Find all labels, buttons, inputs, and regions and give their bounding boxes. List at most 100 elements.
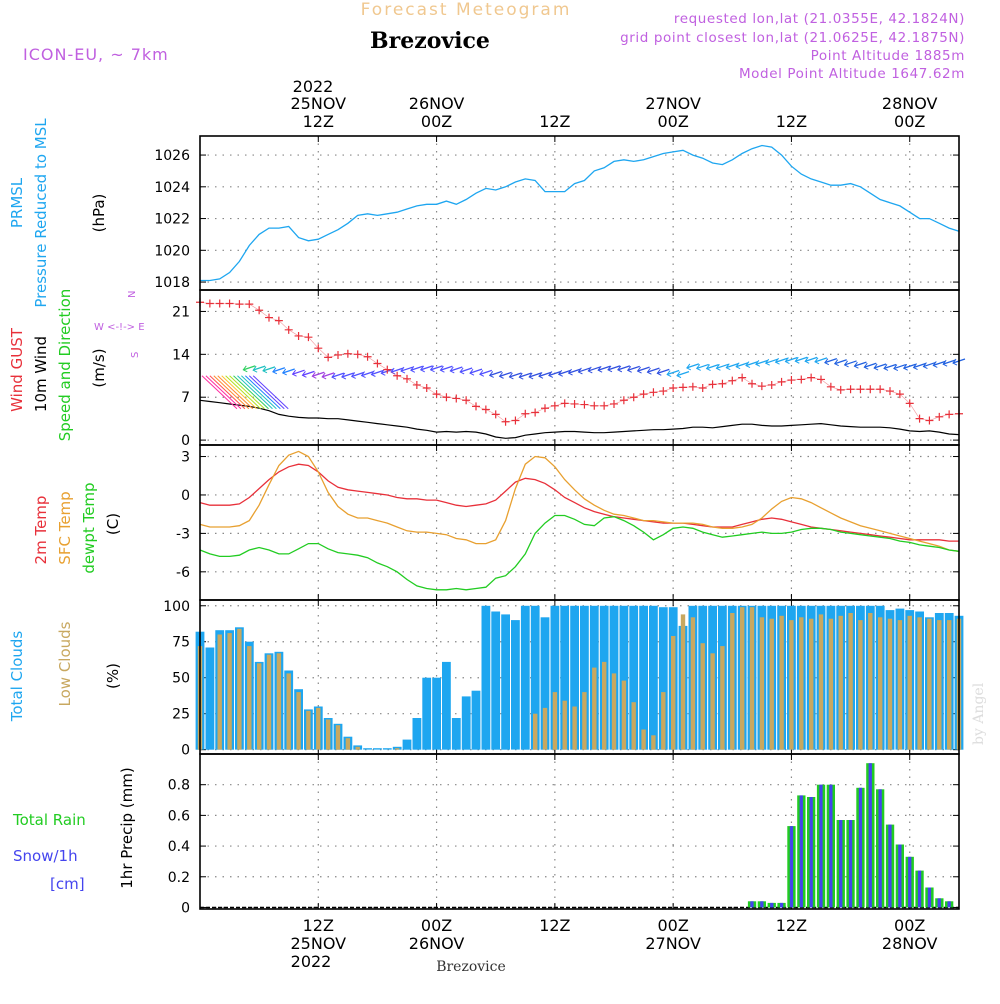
wind-arrow-head <box>370 370 376 377</box>
wind-arrow <box>469 368 483 374</box>
low-cloud-bar <box>947 620 952 750</box>
wind-arrow-head <box>843 360 849 368</box>
low-cloud-bar <box>937 620 942 750</box>
total-cloud-bar <box>560 605 570 750</box>
wind-arrow <box>765 358 778 364</box>
wind-arrow <box>676 371 690 377</box>
gust-point <box>393 371 402 380</box>
wind-arrow-head <box>686 363 692 371</box>
low-cloud-bar <box>887 618 893 750</box>
wind-arrow-head <box>676 371 682 379</box>
model-label: ICON-EU, ~ 7km <box>23 45 169 64</box>
gust-point <box>363 352 372 361</box>
wind-arrow-head <box>350 372 356 379</box>
wind-arrow-head <box>587 366 593 374</box>
low-cloud-bar <box>710 653 715 750</box>
wind-arrow <box>262 366 276 372</box>
total-cloud-bar <box>481 605 491 750</box>
low-cloud-bar <box>769 618 774 750</box>
snow-bar <box>779 902 784 908</box>
wind-arrow-head <box>291 369 297 377</box>
gust-point <box>708 380 717 389</box>
gust-point <box>343 349 352 358</box>
low-cloud-bar <box>730 613 735 750</box>
total-cloud-bar <box>402 739 412 750</box>
snow-unit-label: [cm] <box>50 875 85 893</box>
low-cloud-bar <box>868 613 873 750</box>
gust-point <box>649 388 658 397</box>
wind-arrow <box>450 366 463 372</box>
gust-point <box>777 377 786 386</box>
snow-bar <box>829 784 833 908</box>
wind-arrow-head <box>863 362 869 370</box>
gust-point <box>531 408 540 417</box>
bottom-date-label: 26NOV <box>409 934 465 953</box>
wind-arrow <box>371 369 384 376</box>
wind-arrow <box>237 375 273 410</box>
ytick-label: 0 <box>181 433 190 449</box>
gust-point <box>817 375 825 384</box>
wind-arrow <box>489 370 502 377</box>
ytick-label: -6 <box>176 565 190 581</box>
gust-point <box>353 350 362 359</box>
gust-point <box>422 384 431 393</box>
wind-arrow-head <box>824 358 830 366</box>
cloud-bars <box>195 605 964 750</box>
wind-compass: N W <-!-> E S <box>94 291 145 358</box>
low-cloud-bar <box>641 729 646 750</box>
temp-2m-line <box>199 463 959 542</box>
gust-point <box>265 313 273 322</box>
wind-arrow <box>627 365 640 371</box>
total-cloud-bar <box>520 605 530 750</box>
gust-point <box>629 393 638 402</box>
wind-arrow <box>361 370 374 377</box>
low-cloud-bar <box>789 620 794 750</box>
wind-arrow <box>745 360 759 367</box>
wind-arrow-head <box>755 360 761 367</box>
low-cloud-bar <box>779 615 784 750</box>
gust-point <box>748 379 756 388</box>
wind-arrow <box>903 363 916 369</box>
wind-arrow-head <box>311 371 317 379</box>
total-cloud-bar <box>491 611 501 750</box>
low-cloud-bar <box>809 618 814 750</box>
wind-arrow-head <box>902 363 908 371</box>
wind-arrow <box>548 370 562 377</box>
wind-arrow-head <box>518 372 524 380</box>
wind-arrow-head <box>617 365 623 373</box>
gust-point <box>836 385 845 394</box>
ytick-label: 1024 <box>154 180 190 196</box>
wind-arrow-head <box>439 365 445 373</box>
bottom-hour-label: 00Z <box>421 916 452 935</box>
wind-arrow <box>479 369 493 375</box>
snow-bar <box>799 795 803 908</box>
wind-arrow-head <box>242 365 248 373</box>
snow-label: Snow/1h <box>13 847 78 865</box>
gust-point <box>334 350 342 359</box>
gust-point <box>688 382 697 391</box>
wind-arrow-head <box>410 365 416 373</box>
wind-arrow-head <box>567 368 573 376</box>
wind-arrow <box>735 362 749 368</box>
wind-arrow <box>893 363 907 370</box>
wind-arrow-head <box>784 357 790 364</box>
total-cloud-bar <box>629 605 639 750</box>
top-hour-label: 00Z <box>894 112 925 131</box>
top-hour-label: 12Z <box>539 112 570 131</box>
wind-arrow-head <box>695 364 701 371</box>
ytick-label: -3 <box>176 526 190 542</box>
total-cloud-bar <box>570 605 579 750</box>
gust-point <box>728 376 737 385</box>
wind-arrow-head <box>597 365 603 373</box>
wind-arrow <box>785 356 798 363</box>
total-clouds-label: Total Clouds <box>8 631 26 723</box>
wind-arrow <box>201 375 238 410</box>
wind-arrow <box>657 368 670 374</box>
gust-point <box>619 396 628 405</box>
low-cloud-bar <box>296 692 301 750</box>
low-cloud-bar <box>661 692 666 750</box>
top-date-label: 28NOV <box>882 94 938 113</box>
bottom-hour-label: 12Z <box>539 916 570 935</box>
wind-arrow <box>834 359 847 365</box>
